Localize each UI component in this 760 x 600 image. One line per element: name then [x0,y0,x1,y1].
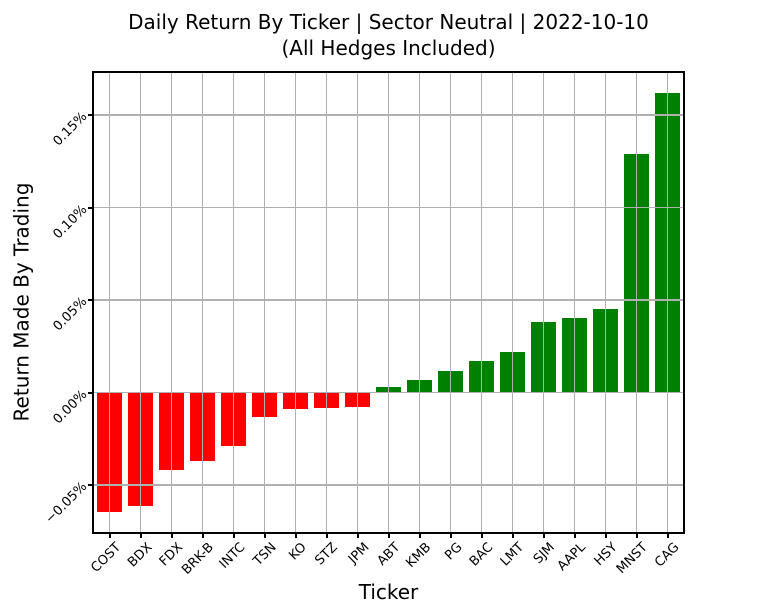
x-tick-mark [542,532,545,538]
x-tick-label-intc: INTC [216,540,249,572]
x-tick-mark [449,532,452,538]
gridline-vertical [232,73,235,532]
y-tick-label: 0.10% [50,201,90,242]
x-tick-label-kmb: KMB [403,540,435,571]
gridline-vertical [418,73,421,532]
gridline-horizontal [94,391,683,394]
y-tick-mark [88,299,94,301]
x-tick-label-mnst: MNST [614,540,652,577]
y-tick-mark [88,484,94,486]
x-tick-label-ko: KO [286,540,311,564]
x-tick-label-cost: COST [88,540,125,576]
x-tick-label-abt: ABT [374,540,404,569]
x-tick-label-aapl: AAPL [554,540,590,575]
x-tick-label-bac: BAC [466,540,497,570]
gridline-vertical [201,73,204,532]
gridline-vertical [139,73,142,532]
x-tick-mark [604,532,607,538]
plot-area [94,73,683,532]
y-tick-label: −0.05% [42,479,90,527]
x-tick-mark [108,532,111,538]
gridline-vertical [511,73,514,532]
gridline-vertical [542,73,545,532]
gridline-vertical [573,73,576,532]
gridline-vertical [635,73,638,532]
chart-subtitle: (All Hedges Included) [281,36,496,60]
gridline-vertical [170,73,173,532]
gridline-vertical [387,73,390,532]
x-tick-mark [263,532,266,538]
x-tick-label-jpm: JPM [345,540,373,567]
gridline-horizontal [94,114,683,116]
gridline-vertical [356,73,359,532]
x-tick-mark [666,532,669,538]
chart-title: Daily Return By Ticker | Sector Neutral … [128,10,649,34]
x-tick-label-stz: STZ [312,540,342,569]
x-tick-label-cag: CAG [651,540,683,571]
gridline-vertical [263,73,266,532]
x-tick-label-tsn: TSN [250,540,280,569]
x-tick-label-lmt: LMT [497,540,528,570]
x-tick-mark [325,532,328,538]
gridline-vertical [325,73,328,532]
y-axis-label: Return Made By Trading [9,182,34,422]
x-tick-label-bdx: BDX [124,540,156,571]
x-tick-label-brk-b: BRK-B [179,540,218,578]
x-tick-mark [294,532,297,538]
gridline-vertical [294,73,297,532]
x-tick-mark [387,532,390,538]
x-tick-mark [480,532,483,538]
x-tick-mark [139,532,142,538]
y-tick-mark [88,391,94,394]
gridline-vertical [480,73,483,532]
gridline-horizontal [94,206,683,209]
y-tick-mark [88,114,94,116]
gridline-vertical [666,73,669,532]
gridline-vertical [449,73,452,532]
x-tick-label-pg: PG [441,540,466,564]
gridline-vertical [108,73,111,532]
gridline-vertical [604,73,607,532]
x-tick-mark [232,532,235,538]
x-tick-mark [170,532,173,538]
x-tick-mark [201,532,204,538]
x-axis-label: Ticker [358,580,419,600]
gridline-horizontal [94,484,683,486]
y-tick-mark [88,206,94,209]
x-tick-mark [356,532,359,538]
y-tick-label: 0.15% [50,109,90,150]
y-tick-label: 0.00% [50,386,90,427]
x-tick-mark [511,532,514,538]
y-tick-label: 0.05% [50,294,90,335]
x-tick-mark [418,532,421,538]
x-tick-mark [573,532,576,538]
x-tick-mark [635,532,638,538]
gridline-horizontal [94,299,683,301]
